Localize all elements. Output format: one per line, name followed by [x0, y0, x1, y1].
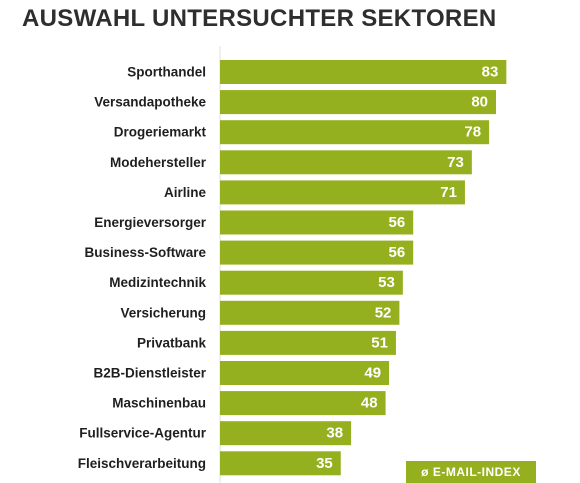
value-label: 38 — [326, 425, 343, 442]
bar — [220, 240, 414, 265]
bar — [220, 391, 386, 416]
category-label: Versandapotheke — [94, 95, 206, 110]
bar — [220, 150, 472, 175]
category-label: Modehersteller — [110, 155, 207, 170]
bar — [220, 90, 496, 115]
bar — [220, 330, 396, 355]
value-label: 71 — [440, 184, 457, 201]
value-label: 52 — [375, 304, 392, 321]
category-label: Privatbank — [137, 335, 207, 350]
bar — [220, 421, 352, 446]
value-label: 80 — [471, 94, 488, 111]
legend-label: ø E-MAIL-INDEX — [421, 465, 521, 479]
value-label: 56 — [389, 244, 406, 261]
bar — [220, 270, 403, 295]
category-label: Drogeriemarkt — [114, 125, 207, 140]
value-label: 35 — [316, 455, 333, 472]
legend-badge: ø E-MAIL-INDEX — [406, 461, 536, 483]
category-label: Business-Software — [84, 245, 206, 260]
value-label: 73 — [447, 154, 464, 171]
category-label: Medizintechnik — [109, 275, 206, 290]
category-label: Energieversorger — [94, 215, 207, 230]
category-label: Fullservice-Agentur — [79, 426, 207, 441]
value-label: 48 — [361, 395, 378, 412]
chart-title: AUSWAHL UNTERSUCHTER SEKTOREN — [22, 5, 497, 32]
value-label: 56 — [389, 214, 406, 231]
value-label: 53 — [378, 274, 395, 291]
category-label: Sporthandel — [127, 65, 206, 80]
value-label: 83 — [482, 64, 499, 81]
bar — [220, 361, 390, 385]
category-label: Versicherung — [120, 305, 206, 320]
category-label: B2B-Dienstleister — [93, 366, 206, 381]
bar — [220, 120, 490, 145]
bar — [220, 300, 400, 325]
bar — [220, 451, 341, 476]
category-label: Airline — [164, 185, 207, 200]
bar — [220, 210, 414, 235]
category-label: Fleischverarbeitung — [78, 456, 206, 471]
bar — [220, 60, 507, 84]
value-label: 49 — [364, 365, 381, 382]
bar — [220, 180, 465, 205]
value-label: 51 — [371, 334, 388, 351]
value-label: 78 — [464, 124, 481, 141]
category-label: Maschinenbau — [112, 396, 206, 411]
